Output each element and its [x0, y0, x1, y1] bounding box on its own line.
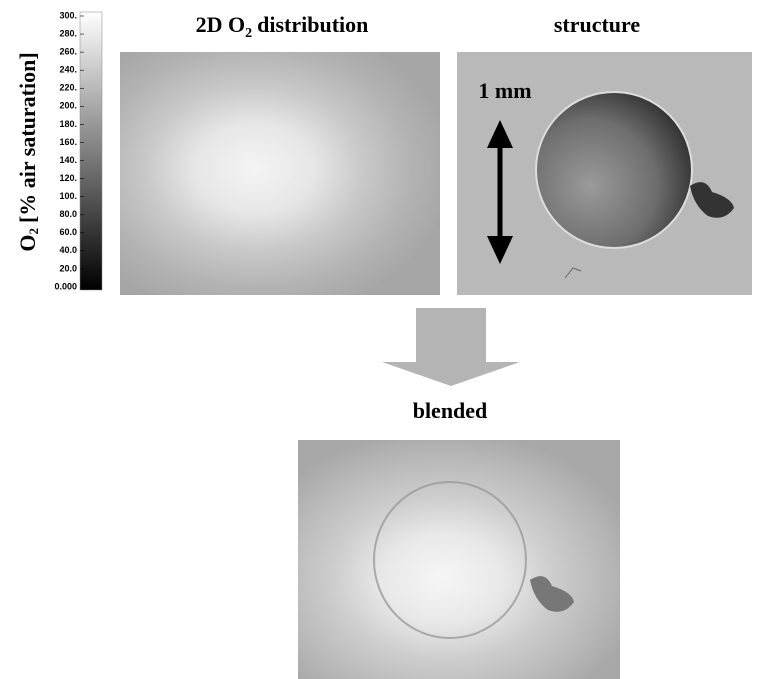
- figure: 300. 280. 260. 240. 220. 200. 180. 160. 140. 120.…: [0, 0, 767, 679]
- tick-label: 160.: [59, 137, 77, 147]
- tick-label: 200.: [59, 101, 77, 111]
- panel-title: blended: [413, 398, 488, 423]
- tick-label: 240.: [59, 65, 77, 75]
- blended-image: [298, 440, 620, 679]
- colorbar: [80, 12, 102, 290]
- tick-label: 40.0: [59, 245, 77, 255]
- tick-label: 60.0: [59, 227, 77, 237]
- colorbar-label: O2[% air saturation]: [15, 52, 41, 251]
- scale-label: 1 mm: [478, 78, 531, 103]
- tick-label: 140.: [59, 155, 77, 165]
- tick-label: 0.000: [54, 281, 77, 291]
- panel-title: structure: [554, 12, 641, 37]
- tick-label: 120.: [59, 173, 77, 183]
- tick-label: 20.0: [59, 263, 77, 273]
- tick-label: 80.0: [59, 209, 77, 219]
- flow-arrow: [382, 308, 520, 386]
- tick-label: 180.: [59, 119, 77, 129]
- tick-label: 300.: [59, 10, 77, 20]
- tick-label: 220.: [59, 83, 77, 93]
- tick-label: 100.: [59, 191, 77, 201]
- oxygen-image: [120, 52, 440, 295]
- tick-label: 260.: [59, 47, 77, 57]
- tick-label: 280.: [59, 28, 77, 38]
